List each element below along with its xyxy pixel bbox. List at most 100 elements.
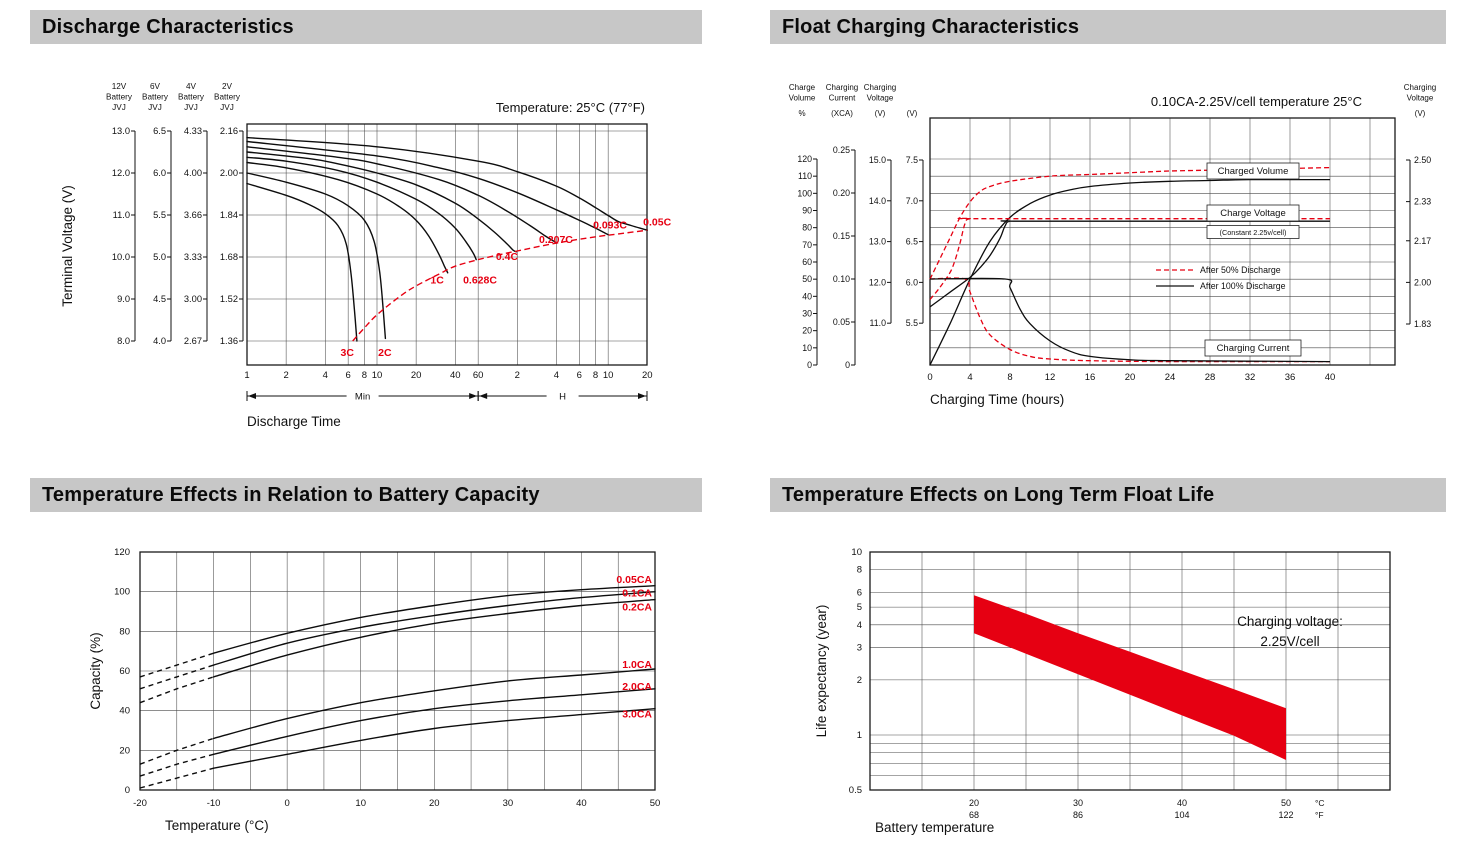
svg-text:5.5: 5.5 (153, 210, 166, 220)
svg-text:4.0: 4.0 (153, 336, 166, 346)
svg-text:6.5: 6.5 (906, 237, 918, 247)
svg-text:3: 3 (857, 643, 862, 654)
section-header-float-charging: Float Charging Characteristics (770, 10, 1446, 44)
svg-text:1.83: 1.83 (1414, 319, 1431, 329)
svg-text:24: 24 (1165, 372, 1176, 383)
svg-text:4.5: 4.5 (153, 294, 166, 304)
svg-text:2V: 2V (222, 82, 233, 91)
svg-text:12: 12 (1045, 372, 1056, 383)
svg-text:2: 2 (515, 370, 520, 381)
svg-text:6.5: 6.5 (153, 126, 166, 136)
svg-text:6V: 6V (150, 82, 161, 91)
svg-text:0.05CA: 0.05CA (616, 574, 652, 586)
svg-text:Volume: Volume (789, 94, 816, 103)
svg-text:4V: 4V (186, 82, 197, 91)
svg-text:8: 8 (362, 370, 367, 381)
svg-text:0.25: 0.25 (833, 145, 850, 155)
svg-text:5: 5 (857, 602, 862, 613)
svg-text:100: 100 (797, 188, 812, 198)
svg-text:5.5: 5.5 (906, 318, 918, 328)
svg-text:0: 0 (125, 785, 130, 796)
svg-text:40: 40 (450, 370, 461, 381)
svg-text:0.20: 0.20 (833, 188, 850, 198)
svg-text:Temperature (°C): Temperature (°C) (165, 818, 269, 833)
svg-text:Min: Min (355, 392, 370, 403)
svg-text:10.0: 10.0 (112, 252, 130, 262)
svg-text:8: 8 (1007, 372, 1012, 383)
svg-text:After 50% Discharge: After 50% Discharge (1200, 265, 1281, 275)
svg-text:10: 10 (603, 370, 614, 381)
svg-text:10: 10 (802, 343, 812, 353)
svg-text:30: 30 (503, 798, 514, 809)
svg-text:0.093C: 0.093C (593, 220, 627, 232)
svg-text:Charging voltage:: Charging voltage: (1237, 614, 1343, 629)
svg-text:20: 20 (1125, 372, 1136, 383)
svg-text:36: 36 (1285, 372, 1296, 383)
svg-text:28: 28 (1205, 372, 1216, 383)
svg-text:JVJ: JVJ (184, 103, 198, 112)
svg-text:(V): (V) (875, 109, 886, 118)
svg-text:2.00: 2.00 (220, 168, 238, 178)
temperature-capacity-chart: -20 -10 0 10 20 30 40 50 0 20 40 60 80 100 120 Temperat… (88, 547, 661, 833)
svg-text:1.0CA: 1.0CA (622, 659, 652, 671)
svg-text:Life expectancy (year): Life expectancy (year) (814, 605, 829, 738)
svg-text:Current: Current (829, 94, 856, 103)
svg-text:0: 0 (927, 372, 932, 383)
svg-text:0.10: 0.10 (833, 274, 850, 284)
svg-text:0.207C: 0.207C (539, 234, 573, 246)
svg-text:Voltage: Voltage (1407, 94, 1434, 103)
section-header-temperature-capacity: Temperature Effects in Relation to Batte… (30, 478, 702, 512)
svg-text:-20: -20 (133, 798, 147, 809)
svg-text:Battery: Battery (106, 93, 133, 102)
svg-text:15.0: 15.0 (869, 155, 886, 165)
svg-text:120: 120 (797, 154, 812, 164)
svg-text:Charging: Charging (1404, 83, 1436, 92)
svg-text:12.0: 12.0 (112, 168, 130, 178)
svg-text:3.0CA: 3.0CA (622, 709, 652, 721)
svg-text:Battery: Battery (214, 93, 241, 102)
svg-text:4.33: 4.33 (184, 126, 202, 136)
svg-text:12.0: 12.0 (869, 277, 886, 287)
svg-text:90: 90 (802, 206, 812, 216)
svg-text:10: 10 (355, 798, 366, 809)
svg-text:After 100% Discharge: After 100% Discharge (1200, 281, 1286, 291)
svg-text:Capacity (%): Capacity (%) (88, 632, 103, 709)
svg-text:110: 110 (798, 171, 812, 181)
svg-text:9.0: 9.0 (117, 294, 130, 304)
svg-text:Temperature: 25°C (77°F): Temperature: 25°C (77°F) (496, 100, 645, 115)
svg-text:40: 40 (1177, 798, 1187, 808)
svg-text:30: 30 (802, 309, 812, 319)
svg-text:11.0: 11.0 (870, 318, 887, 328)
svg-text:%: % (798, 109, 805, 118)
svg-text:8: 8 (857, 565, 862, 576)
svg-text:2.16: 2.16 (220, 126, 238, 136)
svg-text:13.0: 13.0 (112, 126, 130, 136)
svg-text:Battery: Battery (142, 93, 169, 102)
svg-text:50: 50 (650, 798, 661, 809)
svg-text:60: 60 (473, 370, 484, 381)
svg-text:-10: -10 (207, 798, 221, 809)
svg-text:Charge Voltage: Charge Voltage (1220, 208, 1286, 219)
svg-text:8.0: 8.0 (117, 336, 130, 346)
svg-text:7.5: 7.5 (906, 155, 918, 165)
svg-text:50: 50 (1281, 798, 1291, 808)
section-title-float-life: Temperature Effects on Long Term Float L… (782, 483, 1215, 506)
svg-text:2.25V/cell: 2.25V/cell (1260, 634, 1319, 649)
svg-text:122: 122 (1278, 810, 1293, 820)
svg-text:(XCA): (XCA) (831, 109, 853, 118)
svg-text:0: 0 (284, 798, 289, 809)
svg-text:Charging Current: Charging Current (1217, 343, 1290, 354)
svg-text:0.15: 0.15 (833, 231, 850, 241)
svg-text:60: 60 (802, 257, 812, 267)
svg-text:H: H (559, 392, 566, 403)
svg-text:0.2CA: 0.2CA (622, 602, 652, 614)
svg-text:2.33: 2.33 (1414, 197, 1431, 207)
svg-text:0.05: 0.05 (833, 317, 850, 327)
svg-text:0.628C: 0.628C (463, 275, 497, 287)
svg-text:0.05C: 0.05C (643, 216, 671, 228)
svg-text:6: 6 (857, 588, 862, 599)
svg-text:JVJ: JVJ (112, 103, 126, 112)
panel-float-charging: Float Charging Characteristics 0 4 8 12 16 20… (770, 10, 1446, 456)
float-life-chart: 1086543210.5206830864010450122°C°FChargi… (814, 547, 1391, 835)
